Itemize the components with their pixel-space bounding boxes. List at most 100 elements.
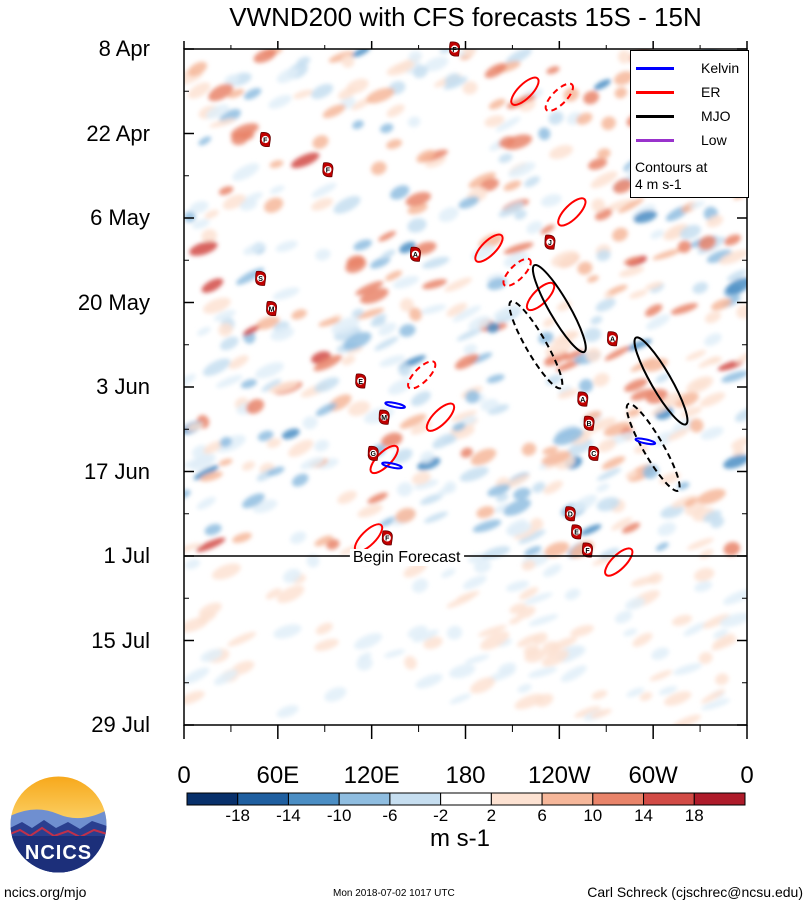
anomaly-patch [484, 63, 507, 79]
anomaly-patch [596, 483, 610, 492]
anomaly-patch [553, 427, 584, 446]
anomaly-patch [270, 326, 295, 341]
anomaly-patch [521, 560, 536, 571]
anomaly-patch [487, 484, 511, 497]
colorbar-segment [541, 792, 594, 806]
anomaly-patch [524, 592, 553, 605]
anomaly-patch [650, 399, 677, 416]
anomaly-patch [686, 537, 714, 550]
anomaly-patch [192, 219, 210, 229]
storm-label: F [452, 47, 457, 54]
anomaly-patch [378, 230, 397, 242]
chart-title: VWND200 with CFS forecasts 15S - 15N [229, 2, 702, 32]
colorbar-segment [186, 792, 239, 806]
anomaly-patch [411, 471, 431, 485]
legend-item: ER [631, 83, 748, 101]
anomaly-patch [198, 136, 212, 146]
tropical-storm-icon: M [266, 301, 278, 317]
anomaly-patch [532, 481, 546, 493]
anomaly-patch [184, 456, 214, 468]
anomaly-patch [214, 669, 238, 686]
anomaly-patch [626, 687, 645, 698]
anomaly-patch [242, 493, 265, 509]
anomaly-patch [296, 56, 311, 67]
legend-label: ER [701, 84, 721, 100]
anomaly-patch [644, 358, 668, 372]
anomaly-patch [283, 568, 301, 583]
anomaly-patch [487, 277, 507, 290]
anomaly-patch [590, 315, 603, 325]
anomaly-patch [399, 413, 427, 429]
anomaly-patch [514, 693, 545, 710]
anomaly-patch [655, 542, 669, 551]
anomaly-patch [597, 148, 611, 160]
anomaly-patch [407, 218, 427, 233]
tropical-storm-icon: E [571, 524, 583, 540]
anomaly-patch [204, 209, 219, 219]
anomaly-patch [585, 347, 602, 362]
anomaly-patch [711, 298, 732, 311]
anomaly-patch [570, 624, 594, 637]
anomaly-patch [413, 479, 439, 490]
anomaly-patch [328, 51, 354, 63]
anomaly-patch [560, 665, 587, 683]
anomaly-patch [302, 416, 318, 430]
anomaly-patch [596, 497, 620, 512]
anomaly-patch [706, 215, 724, 228]
x-tick-label: 0 [740, 762, 754, 789]
anomaly-patch [452, 305, 482, 322]
storm-label: E [574, 530, 579, 537]
y-tick-label: 29 Jul [91, 712, 150, 737]
anomaly-patch [487, 404, 510, 415]
er-wave-contour [474, 233, 504, 263]
anomaly-patch [351, 308, 364, 318]
legend-note-line2: 4 m s-1 [635, 176, 682, 192]
anomaly-patch [424, 56, 449, 72]
colorbar-segment [237, 792, 289, 806]
anomaly-patch [341, 355, 356, 366]
anomaly-patch [184, 542, 202, 555]
anomaly-patch [657, 522, 676, 536]
anomaly-patch [708, 356, 722, 365]
anomaly-patch [370, 317, 386, 327]
storm-label: M [381, 415, 387, 422]
wind-anomaly-field [184, 49, 747, 725]
anomaly-patch [218, 458, 233, 466]
anomaly-patch [591, 198, 606, 213]
anomaly-patch [184, 617, 209, 633]
anomaly-patch [315, 402, 337, 416]
anomaly-patch [608, 284, 628, 295]
mjo-wave-contour [633, 336, 689, 426]
anomaly-patch [509, 616, 522, 625]
storm-label: S [258, 276, 263, 283]
anomaly-patch [331, 316, 360, 335]
footer-author[interactable]: Carl Schreck (cjschrec@ncsu.edu) [587, 884, 803, 900]
anomaly-patch [422, 256, 450, 269]
anomaly-patch [470, 677, 496, 694]
anomaly-patch [195, 537, 226, 552]
anomaly-patch [538, 127, 551, 141]
colorbar-label: 6 [537, 806, 547, 825]
anomaly-patch [704, 333, 722, 347]
anomaly-patch [702, 614, 730, 629]
footer-url[interactable]: ncics.org/mjo [4, 884, 87, 900]
anomaly-patch [203, 441, 223, 454]
anomaly-patch [273, 624, 302, 639]
anomaly-patch [197, 326, 211, 336]
anomaly-patch [239, 199, 258, 211]
anomaly-patch [696, 488, 726, 505]
anomaly-patch [528, 614, 559, 626]
anomaly-patch [706, 249, 732, 264]
anomaly-patch [621, 522, 641, 534]
kelvin-wave-contour [634, 437, 657, 446]
anomaly-patch [548, 111, 564, 125]
y-tick-label: 17 Jun [83, 458, 150, 484]
anomaly-patch [407, 625, 428, 639]
colorbar-label: 10 [583, 806, 603, 825]
anomaly-patch [291, 309, 307, 320]
anomaly-patch [658, 686, 678, 695]
anomaly-patch [201, 278, 224, 293]
anomaly-patch [458, 196, 480, 209]
anomaly-patch [498, 153, 513, 163]
anomaly-patch [689, 201, 705, 209]
